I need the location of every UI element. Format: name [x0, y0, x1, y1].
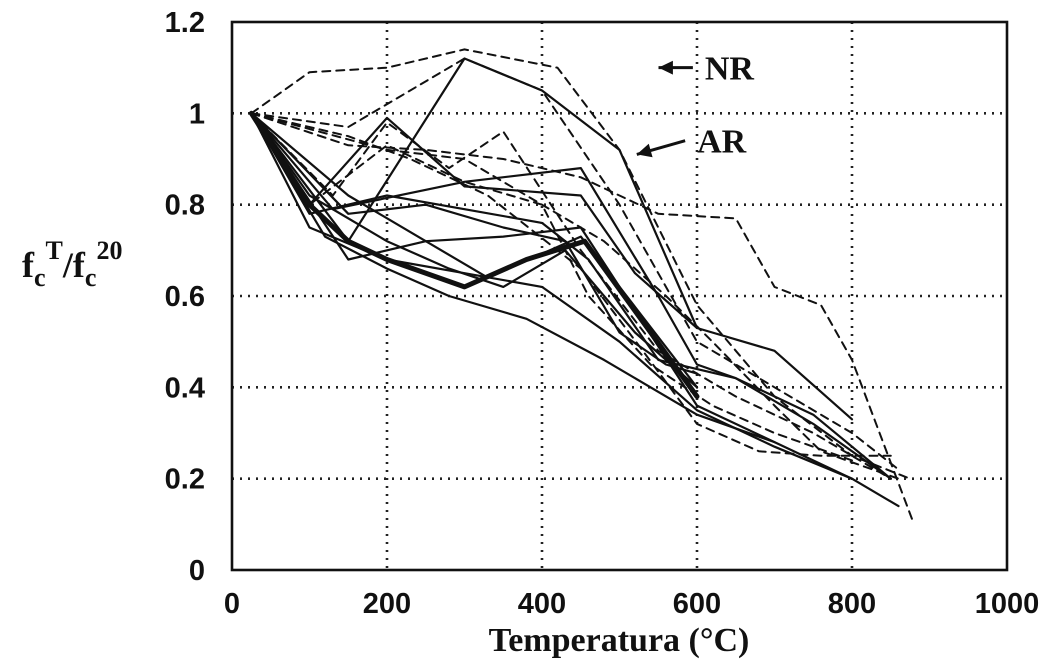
x-tick-label-1: 200	[363, 588, 411, 620]
series-line-16	[250, 112, 699, 389]
series-line-18	[248, 110, 700, 399]
y-tick-label-5: 1	[189, 98, 205, 130]
series-line-2	[250, 57, 900, 471]
x-tick-label-2: 400	[518, 588, 566, 620]
series-line-3	[250, 112, 915, 526]
x-axis-label: Temperatura (°C)	[489, 622, 750, 659]
series-line-6	[250, 112, 892, 457]
series-line-4	[250, 112, 900, 480]
series-line-14	[250, 112, 776, 444]
series-line-8	[250, 112, 854, 421]
y-tick-label-0: 0	[189, 555, 205, 587]
y-tick-label-3: 0.6	[165, 281, 205, 313]
y-tick-label-1: 0.2	[165, 464, 205, 496]
y-label-sup2: 20	[96, 236, 122, 265]
y-label-sub1: c	[34, 263, 46, 292]
x-tick-label-0: 0	[224, 588, 240, 620]
series-line-17	[250, 112, 699, 375]
annotation-arrowhead-ar	[636, 143, 653, 158]
y-label-slash: /	[62, 245, 74, 285]
annotation-label-ar: AR	[697, 124, 747, 161]
x-tick-label-4: 800	[828, 588, 876, 620]
series-lines	[248, 48, 915, 526]
y-tick-label-4: 0.8	[165, 190, 205, 222]
y-tick-label-2: 0.4	[165, 372, 205, 404]
y-axis-label: fcT/fc20	[22, 236, 122, 292]
y-label-base1: f	[22, 245, 35, 285]
series-line-10	[250, 112, 892, 480]
tick-labels: 0 200 400 600 800 1000 0 0.2 0.4 0.6 0.8 1 1.2	[165, 7, 1040, 620]
grid-lines	[232, 22, 1007, 570]
series-line-9	[250, 57, 699, 330]
y-label-sub2: c	[85, 263, 97, 292]
annotation-label-nr: NR	[705, 51, 755, 88]
x-tick-label-3: 600	[673, 588, 721, 620]
y-tick-label-6: 1.2	[165, 7, 205, 39]
series-line-5	[250, 112, 892, 480]
plot-frame	[230, 20, 1009, 572]
x-tick-label-5: 1000	[975, 588, 1040, 620]
y-label-sup1: T	[46, 236, 63, 265]
annotations: NR AR	[636, 51, 755, 161]
y-label-base2: f	[73, 245, 86, 285]
annotation-arrowhead-nr	[658, 60, 673, 75]
